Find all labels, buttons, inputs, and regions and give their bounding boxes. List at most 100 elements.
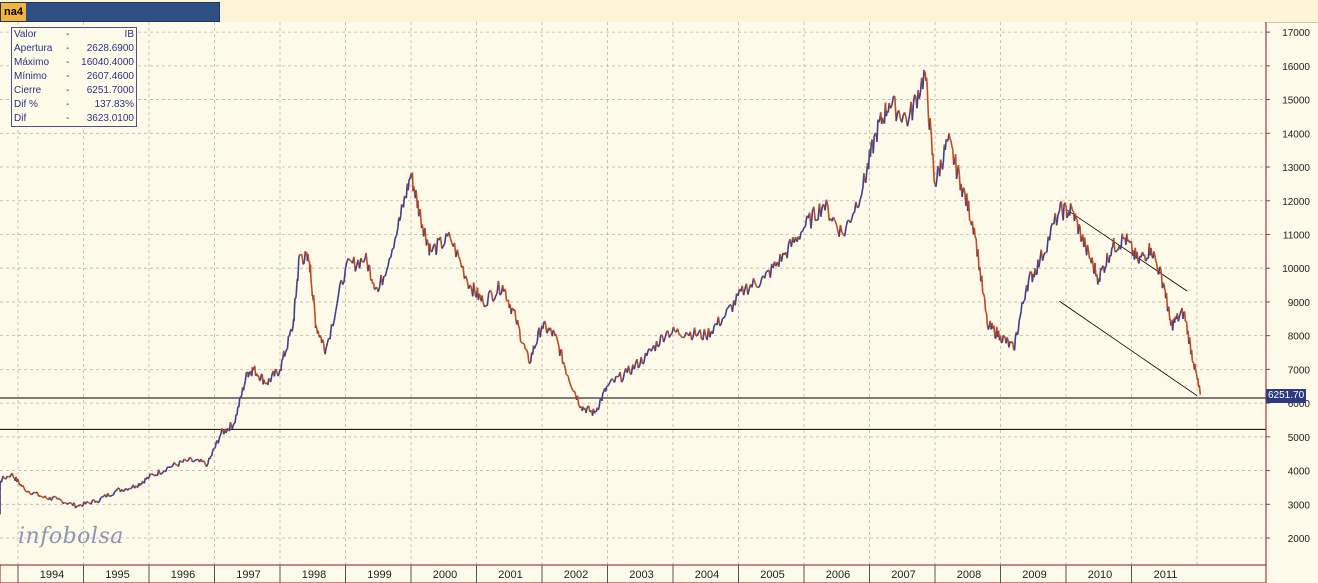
series-segment [213,446,217,450]
series-segment [658,334,662,346]
series-segment [689,331,693,341]
series-segment [44,495,47,499]
series-segment [611,378,614,381]
series-segment [377,286,381,293]
series-segment [322,344,326,352]
series-segment [1098,268,1102,282]
series-segment [232,422,235,426]
series-segment [1103,266,1107,273]
series-segment [56,497,60,500]
x-tick-label: 2002 [564,569,588,581]
series-segment [765,270,768,273]
series-segment [526,350,529,355]
series-segment [489,289,493,293]
series-segment [932,168,936,183]
series-segment [881,117,885,123]
series-segment [519,340,523,343]
series-segment [606,383,610,387]
series-segment [923,69,926,73]
series-segment [459,259,463,268]
series-segment [711,325,715,334]
series-segment [752,278,756,283]
x-tick-label: 2001 [498,569,522,581]
series-segment [536,330,540,342]
series-segment [242,385,246,391]
series-segment [703,328,707,336]
series-segment [544,324,548,334]
series-segment [941,160,945,170]
series-segment [1013,336,1017,351]
series-segment [1028,271,1032,276]
series-segment [27,490,30,493]
series-segment [226,427,230,430]
series-segment [946,139,949,142]
series-segment [527,354,530,363]
series-segment [435,238,439,256]
y-tick-label: 5000 [1288,433,1311,444]
series-segment [674,330,677,333]
series-segment [727,304,731,308]
series-segment [1035,273,1038,276]
series-segment [189,456,192,459]
series-segment [873,133,876,137]
series-segment [572,389,575,393]
series-segment [1159,267,1163,275]
series-segment [957,164,961,175]
series-segment [564,368,568,375]
series-segment [533,345,537,350]
series-segment [481,295,484,303]
series-segment [1058,202,1062,211]
series-segment [640,356,644,365]
series-segment [50,496,54,501]
series-segment [90,500,94,505]
series-segment [107,492,110,497]
series-segment [150,473,153,476]
series-segment [643,352,647,364]
series-segment [22,486,26,490]
series-segment [441,245,444,249]
series-segment [682,335,686,339]
series-segment [173,461,177,466]
series-segment [696,331,700,336]
series-segment [349,259,352,262]
series-segment [1112,237,1116,250]
series-segment [1182,311,1185,320]
series-segment [602,391,605,394]
y-tick-label: 14000 [1282,129,1310,140]
series-segment [415,189,418,195]
series-segment [799,231,802,240]
series-segment [457,256,461,261]
series-segment [804,215,808,227]
series-segment [126,487,130,491]
series-segment [856,206,860,209]
series-segment [317,330,320,335]
series-segment [177,460,181,467]
series-segment [1062,203,1065,221]
chart-tab[interactable]: na4 [0,2,220,22]
series-segment [23,488,27,493]
series-segment [834,220,838,225]
series-segment [6,475,9,478]
series-segment [493,295,497,301]
series-segment [1024,290,1027,301]
series-segment [462,265,466,279]
series-segment [642,362,645,365]
series-segment [925,77,929,88]
series-segment [375,286,379,290]
x-tick-label: 2006 [826,569,850,581]
series-segment [429,243,432,252]
series-segment [1006,337,1009,341]
series-segment [1190,349,1194,361]
series-segment [562,361,566,366]
series-segment [74,505,78,509]
y-tick-label: 13000 [1282,163,1310,174]
series-segment [486,293,490,307]
x-tick-label: 2011 [1154,569,1178,581]
series-segment [5,475,8,480]
series-segment [210,450,214,457]
series-segment [950,140,953,146]
info-row: Dif - 3623.0100 [14,112,134,126]
index-chart[interactable]: 2000 3000 4000 5000 6000 7000 8000 9000 10000 110… [0,22,1318,583]
series-segment [1026,280,1030,292]
series-segment [1108,254,1111,263]
